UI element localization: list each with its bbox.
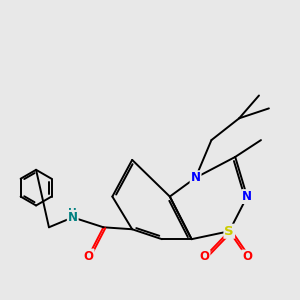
Text: H: H (68, 208, 77, 218)
Text: S: S (224, 225, 234, 238)
Text: N: N (68, 211, 78, 224)
Text: O: O (200, 250, 209, 263)
Text: O: O (84, 250, 94, 262)
Text: N: N (242, 190, 252, 203)
Text: N: N (190, 171, 201, 184)
Text: O: O (242, 250, 252, 263)
